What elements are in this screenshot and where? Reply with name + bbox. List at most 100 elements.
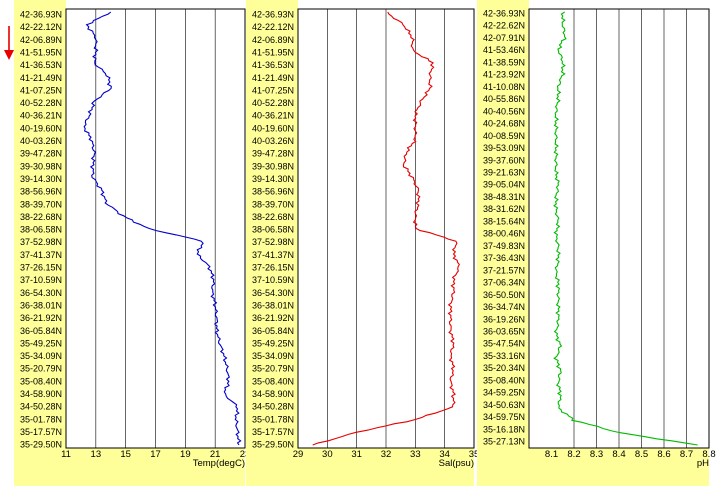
y-tick-label: 35-34.09N (252, 351, 294, 361)
x-tick-label: 23 (240, 449, 251, 460)
y-tick-label: 42-36.93N (483, 9, 525, 19)
y-tick-label: 42-36.93N (252, 10, 294, 20)
y-tick-label: 42-22.12N (20, 22, 62, 32)
y-tick-label: 37-21.57N (483, 265, 525, 275)
x-tick-label: 30 (322, 449, 333, 460)
y-tick-label: 42-22.12N (252, 22, 294, 32)
y-tick-label: 38-56.96N (20, 187, 62, 197)
y-tick-label: 38-22.68N (20, 212, 62, 222)
y-tick-label: 42-36.93N (20, 10, 62, 20)
x-tick-label: 34 (439, 449, 450, 460)
salinity-panel: 29 30 31 32 33 34 35 42-36.93N 42-22.12N 42-06.89… (246, 0, 479, 486)
y-tick-label: 41-21.49N (20, 73, 62, 83)
y-tick-label: 41-36.53N (252, 60, 294, 70)
x-tick-label: 17 (150, 449, 161, 460)
x-tick-label: 8.3 (590, 449, 603, 460)
x-tick-label: 19 (180, 449, 191, 460)
y-tick-label: 34-50.28N (252, 402, 294, 412)
salinity-profile-line (312, 11, 460, 446)
y-tick-label: 42-22.62N (483, 21, 525, 31)
y-tick-label: 35-20.79N (20, 364, 62, 374)
x-tick-label: 33 (410, 449, 421, 460)
y-tick-label: 36-21.92N (20, 313, 62, 323)
y-tick-label: 35-34.09N (20, 351, 62, 361)
y-tick-label: 38-22.68N (252, 212, 294, 222)
y-tick-label: 37-41.37N (252, 250, 294, 260)
y-tick-label: 41-21.49N (252, 73, 294, 83)
y-tick-label: 40-40.56N (483, 106, 525, 116)
y-tick-label: 36-21.92N (252, 313, 294, 323)
x-tick-label: 13 (91, 449, 102, 460)
y-tick-label: 35-17.57N (20, 427, 62, 437)
direction-arrow-head (4, 50, 14, 60)
x-tick-label: 21 (210, 449, 221, 460)
y-tick-label: 37-06.34N (483, 278, 525, 288)
y-tick-label: 40-03.26N (20, 136, 62, 146)
ph-profile-line (553, 11, 698, 446)
y-tick-label: 37-52.98N (252, 237, 294, 247)
y-tick-label: 41-23.92N (483, 70, 525, 80)
y-tick-label: 38-15.64N (483, 216, 525, 226)
y-tick-label: 37-26.15N (20, 263, 62, 273)
y-tick-label: 37-41.37N (20, 250, 62, 260)
y-tick-label: 38-06.58N (20, 225, 62, 235)
y-tick-label: 39-14.30N (20, 174, 62, 184)
y-tick-label: 36-05.84N (20, 326, 62, 336)
y-tick-label: 41-10.08N (483, 82, 525, 92)
y-tick-label: 42-06.89N (252, 35, 294, 45)
y-tick-label: 42-06.89N (20, 35, 62, 45)
latitude-label-strip (246, 0, 298, 486)
y-tick-label: 40-36.21N (252, 111, 294, 121)
y-tick-label: 37-52.98N (20, 237, 62, 247)
y-tick-label: 39-30.98N (20, 161, 62, 171)
y-tick-label: 42-07.91N (483, 33, 525, 43)
x-tick-label: 35 (469, 449, 480, 460)
y-tick-label: 41-38.59N (483, 57, 525, 67)
y-tick-label: 36-38.01N (252, 300, 294, 310)
y-tick-label: 35-33.16N (483, 351, 525, 361)
temp-profile-line (83, 11, 242, 446)
y-tick-label: 39-37.60N (483, 155, 525, 165)
y-tick-label: 36-54.30N (252, 288, 294, 298)
y-tick-label: 35-20.34N (483, 363, 525, 373)
y-tick-label: 39-14.30N (252, 174, 294, 184)
y-tick-label: 38-56.96N (252, 187, 294, 197)
y-tick-label: 38-48.31N (483, 192, 525, 202)
y-tick-label: 35-08.40N (20, 376, 62, 386)
y-tick-label: 37-36.43N (483, 253, 525, 263)
y-tick-label: 41-07.25N (252, 85, 294, 95)
x-axis-label: Sal(psu) (439, 458, 474, 469)
x-axis-label: pH (697, 458, 709, 469)
y-tick-label: 40-24.68N (483, 119, 525, 129)
y-tick-label: 40-36.21N (20, 111, 62, 121)
y-tick-label: 35-08.40N (252, 376, 294, 386)
y-tick-label: 37-26.15N (252, 263, 294, 273)
y-tick-label: 40-08.59N (483, 131, 525, 141)
y-tick-label: 37-49.83N (483, 241, 525, 251)
x-tick-band (14, 448, 245, 486)
y-tick-label: 35-49.25N (252, 338, 294, 348)
latitude-label-strip (14, 0, 66, 486)
x-tick-label: 31 (351, 449, 362, 460)
y-tick-label: 38-06.58N (252, 225, 294, 235)
x-tick-label: 8.1 (545, 449, 558, 460)
temp-panel: 11 13 15 17 19 21 23 42-36.93N 42-22.12N 42-06.89… (14, 0, 250, 486)
y-tick-label: 40-55.86N (483, 94, 525, 104)
x-tick-label: 8.2 (567, 449, 580, 460)
y-tick-label: 36-03.65N (483, 326, 525, 336)
x-axis-label: Temp(degC) (193, 458, 245, 469)
y-tick-label: 40-03.26N (252, 136, 294, 146)
y-tick-label: 41-53.46N (483, 45, 525, 55)
y-tick-label: 34-50.28N (20, 402, 62, 412)
y-tick-label: 35-17.57N (252, 427, 294, 437)
y-tick-label: 36-05.84N (252, 326, 294, 336)
y-tick-label: 39-47.28N (20, 149, 62, 159)
x-tick-band (477, 448, 709, 486)
y-tick-label: 35-47.54N (483, 339, 525, 349)
y-tick-label: 37-10.59N (252, 275, 294, 285)
x-tick-label: 15 (120, 449, 131, 460)
y-tick-label: 35-01.78N (252, 414, 294, 424)
y-tick-label: 40-52.28N (20, 98, 62, 108)
y-tick-label: 37-10.59N (20, 275, 62, 285)
